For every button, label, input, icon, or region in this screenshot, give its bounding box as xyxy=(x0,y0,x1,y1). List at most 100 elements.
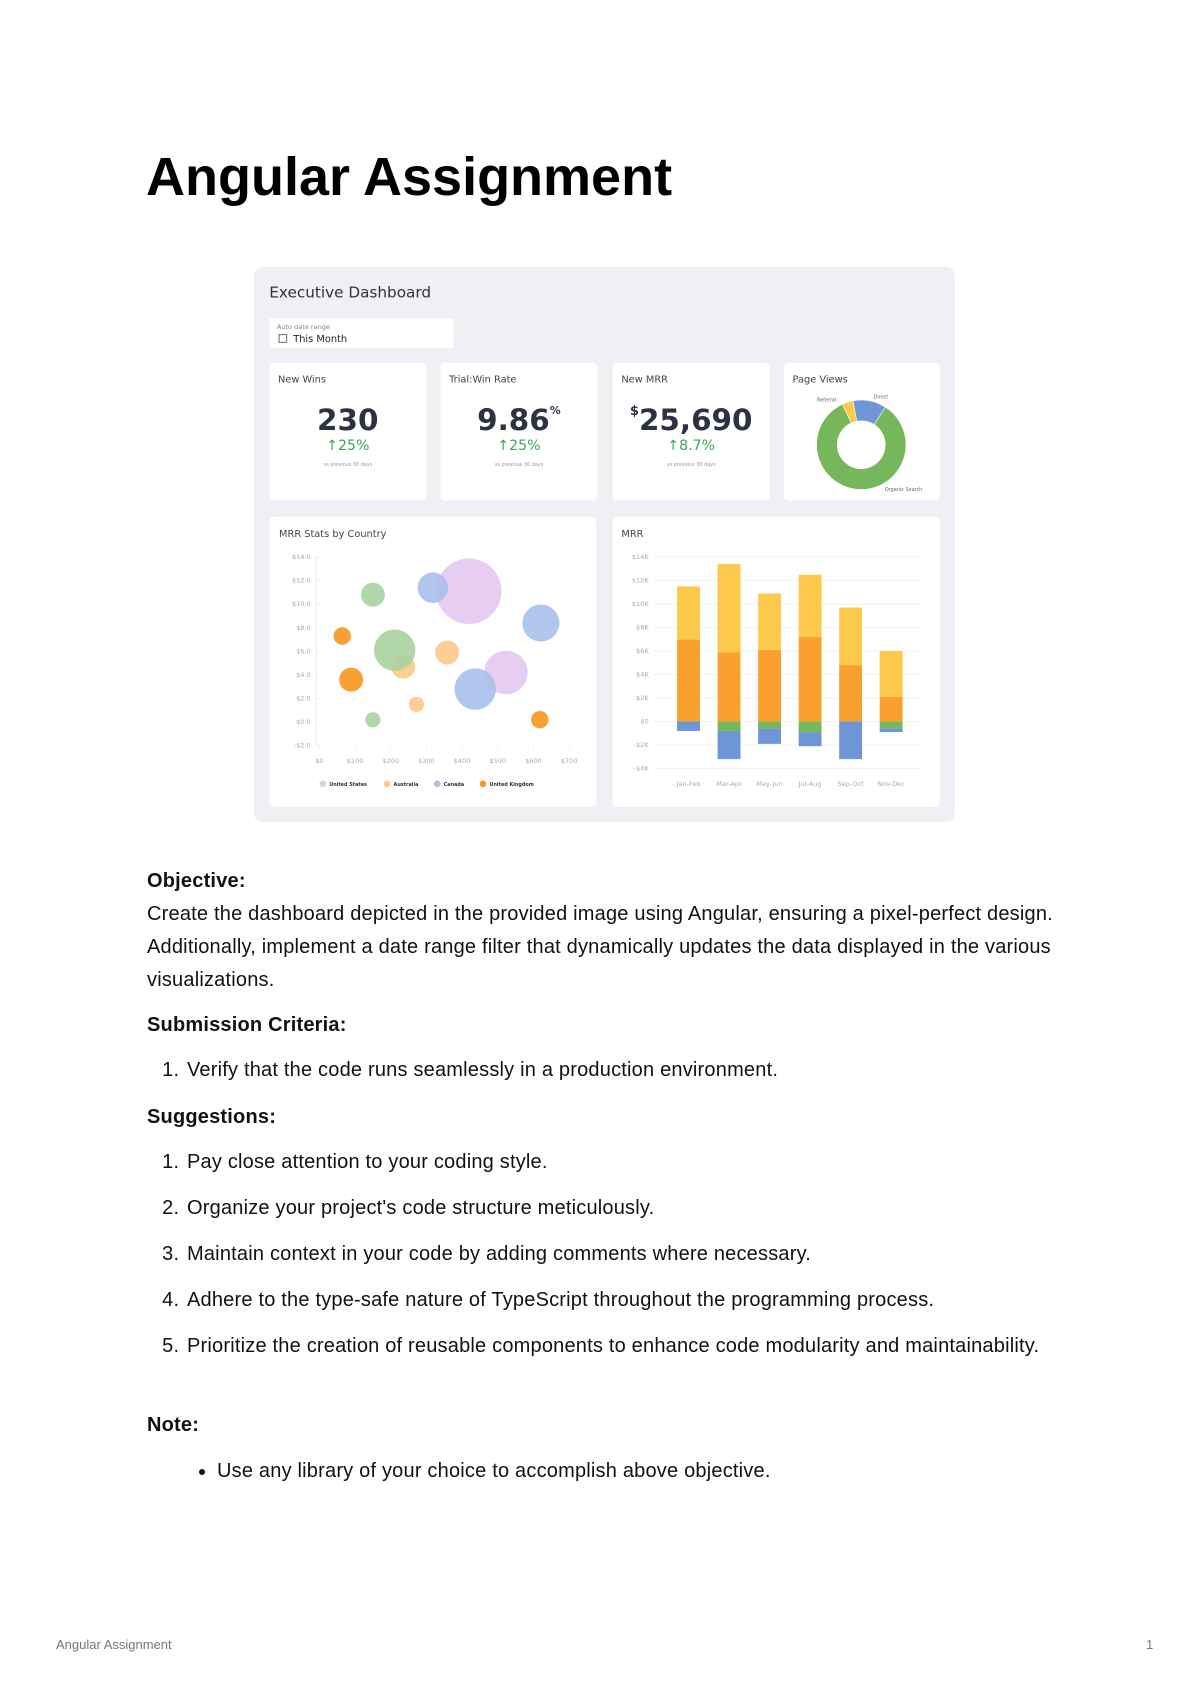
bar-segment xyxy=(758,721,782,729)
y-tick-label: $10.0 xyxy=(292,600,311,608)
x-tick-label: $0 xyxy=(315,757,323,765)
pie-label: Direct xyxy=(874,394,889,400)
bar-segment xyxy=(798,721,822,733)
kpi-value: 230 xyxy=(317,402,378,436)
list-item: Verify that the code runs seamlessly in … xyxy=(185,1054,1115,1087)
bar-segment xyxy=(879,651,903,697)
kpi-change: ↑25% xyxy=(497,438,540,454)
x-tick-label: $600 xyxy=(525,757,542,765)
kpi-title: New Wins xyxy=(278,374,326,385)
kpi-card xyxy=(269,362,427,501)
kpi-value: 230 xyxy=(317,402,378,436)
kpi-card xyxy=(440,362,598,501)
bubble xyxy=(365,712,381,728)
x-tick-label: $200 xyxy=(382,757,399,765)
legend-swatch xyxy=(383,780,391,788)
x-tick-label: Nov-Dec xyxy=(877,780,905,788)
y-tick-label: $2K xyxy=(636,694,649,702)
section-heading: Objective: xyxy=(147,870,246,892)
section-heading: Note: xyxy=(147,1414,200,1436)
kpi-prefix: $ xyxy=(630,403,639,418)
kpi-value: $25,690 xyxy=(630,402,753,436)
bar-segment xyxy=(677,586,700,640)
kpi-note: vs previous 30 days xyxy=(323,462,372,468)
calendar-icon xyxy=(278,334,288,343)
bar-segment xyxy=(717,652,741,722)
bubble xyxy=(436,558,502,624)
y-tick-label: $12K xyxy=(632,577,649,585)
y-tick-label: $0.0 xyxy=(296,718,311,726)
bar-segment xyxy=(879,696,903,722)
legend-swatch xyxy=(433,780,441,788)
y-tick-label: -$4K xyxy=(634,765,650,773)
kpi-note: vs previous 30 days xyxy=(667,462,716,468)
list-item: Use any library of your choice to accomp… xyxy=(217,1455,1147,1488)
pie-segment xyxy=(816,403,907,490)
card-title: Page Views xyxy=(793,374,848,385)
paragraph: Create the dashboard depicted in the pro… xyxy=(147,903,1053,991)
bubble xyxy=(435,640,460,665)
legend-label: United Kingdom xyxy=(489,782,533,788)
x-tick-label: $100 xyxy=(347,757,364,765)
y-tick-label: $4.0 xyxy=(296,671,311,679)
bar-segment xyxy=(717,721,741,731)
y-tick-label: $14K xyxy=(632,553,649,561)
kpi-title: Trial:Win Rate xyxy=(448,374,516,385)
list-item: Maintain context in your code by adding … xyxy=(185,1238,1085,1271)
legend-label: United States xyxy=(329,782,367,788)
list-item: Organize your project's code structure m… xyxy=(185,1192,1085,1225)
legend-swatch xyxy=(319,780,326,788)
x-tick-label: $500 xyxy=(489,757,506,765)
footer-text: Angular Assignment xyxy=(56,1637,172,1652)
y-tick-label: $4K xyxy=(636,671,649,679)
kpi-value: 9.86 xyxy=(477,402,550,436)
y-tick-label: $2.0 xyxy=(296,694,311,702)
y-tick-label: $12.0 xyxy=(292,577,311,585)
pie-label: Referral xyxy=(817,398,836,404)
bubble xyxy=(417,572,449,603)
kpi-note: vs previous 30 days xyxy=(495,462,544,468)
kpi-value: 9.86% xyxy=(477,402,561,436)
section-heading: Submission Criteria: xyxy=(147,1014,347,1036)
ordered-list: Verify that the code runs seamlessly in … xyxy=(147,1054,1115,1100)
bubble xyxy=(373,629,416,671)
page-number: 1 xyxy=(1146,1637,1154,1652)
bubble xyxy=(360,582,385,607)
kpi-change: ↑8.7% xyxy=(667,438,715,454)
y-tick-label: $8K xyxy=(636,624,649,632)
bar-segment xyxy=(758,649,782,722)
legend-swatch xyxy=(479,780,487,788)
bubble xyxy=(339,667,364,692)
kpi-value: 25,690 xyxy=(639,402,753,436)
card-title: MRR Stats by Country xyxy=(279,529,387,540)
bar-segment xyxy=(758,593,782,650)
bar-segment xyxy=(717,564,741,653)
list-item: Pay close attention to your coding style… xyxy=(185,1146,1085,1179)
dashboard-title: Executive Dashboard xyxy=(269,284,431,302)
y-tick-label: -$2K xyxy=(634,741,650,749)
bar-segment xyxy=(879,721,903,729)
bar-segment xyxy=(839,721,863,760)
date-filter[interactable] xyxy=(269,318,454,348)
kpi-card xyxy=(612,362,770,501)
list-item: Prioritize the creation of reusable comp… xyxy=(185,1330,1085,1363)
bar-segment xyxy=(717,730,741,760)
bubble xyxy=(454,668,496,710)
kpi-change: ↑25% xyxy=(326,438,369,454)
x-tick-label: May-Jun xyxy=(756,780,782,788)
bubble xyxy=(531,710,549,729)
legend-label: Australia xyxy=(394,782,419,788)
list-item: Adhere to the type-safe nature of TypeSc… xyxy=(185,1284,1085,1317)
y-tick-label: $0 xyxy=(640,718,648,726)
x-tick-label: Jul-Aug xyxy=(798,780,822,788)
x-tick-label: $700 xyxy=(561,757,578,765)
y-tick-label: $8.0 xyxy=(296,624,311,632)
y-tick-label: $6.0 xyxy=(296,647,311,655)
pie-label: Organic Search xyxy=(885,487,922,493)
dashboard-image: Executive Dashboard Auto date range This… xyxy=(254,267,955,822)
bar-segment xyxy=(798,732,822,747)
bar-segment xyxy=(798,636,822,722)
bubble xyxy=(408,696,425,713)
bubble xyxy=(333,627,351,645)
